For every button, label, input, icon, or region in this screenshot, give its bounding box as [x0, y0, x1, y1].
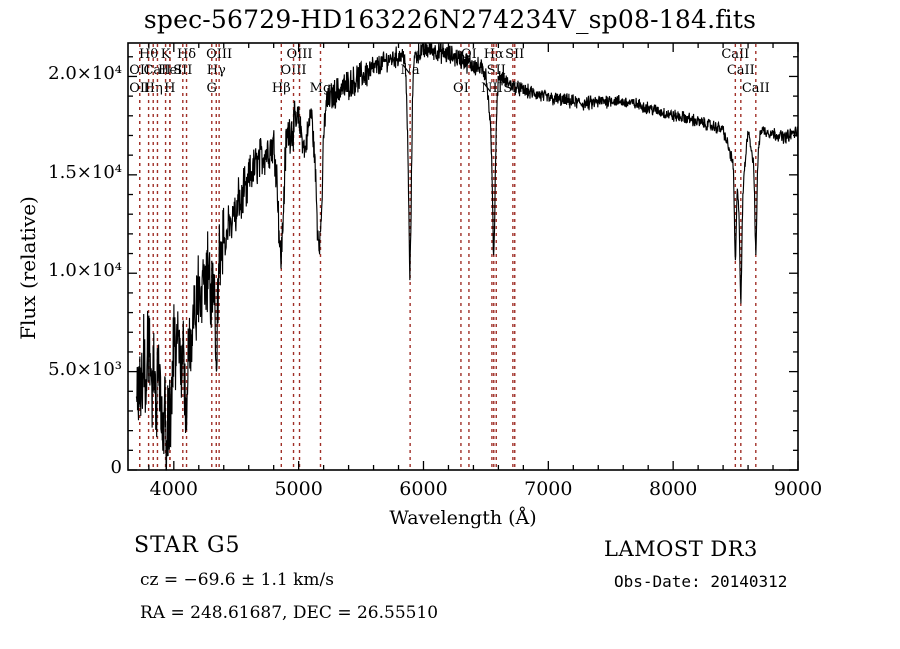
y-axis-tick-label: 1.5×10⁴	[48, 161, 122, 183]
x-axis-tick-label: 5000	[274, 478, 323, 500]
x-axis-tick-label: 6000	[399, 478, 448, 500]
x-axis-tick-label: 9000	[773, 478, 823, 500]
x-axis-tick-label: 7000	[524, 478, 573, 500]
object-class-label: STAR G5	[134, 533, 241, 558]
spectral-line-label: Hα	[483, 47, 504, 62]
y-axis-tick-label: 5.0×10³	[48, 358, 122, 380]
y-axis-tick-labels: 0 5.0×10³ 1.0×10⁴ 1.5×10⁴ 2.0×10⁴	[0, 0, 122, 649]
y-axis-tick-label: 1.0×10⁴	[48, 260, 122, 282]
spectral-line-label: SII	[505, 47, 525, 62]
spectral-line-label: HeI	[157, 63, 183, 78]
spectral-line-label: SII	[173, 63, 193, 78]
spectral-line-label: CaII	[143, 63, 172, 78]
spectral-line-label: CaII	[726, 63, 755, 78]
spectral-line-label: OIII	[206, 47, 233, 62]
coordinates-label: RA = 248.61687, DEC = 26.55510	[140, 603, 439, 623]
y-axis-tick-label: 0	[110, 457, 122, 478]
survey-label: LAMOST DR3	[604, 537, 758, 561]
spectral-line-label: CaII	[721, 47, 750, 62]
x-axis-tick-label: 4000	[149, 478, 198, 500]
spectral-line-label: OI	[461, 47, 477, 62]
spectral-line-label: K	[160, 47, 171, 62]
spectral-line-label: OII	[129, 63, 151, 78]
spectral-line-label: Hδ	[176, 47, 197, 62]
x-axis-tick-label: 8000	[648, 478, 698, 500]
page-title: spec-56729-HD163226N274234V_sp08-184.fit…	[143, 5, 757, 34]
y-axis-tick-label: 2.0×10⁴	[48, 63, 122, 85]
x-axis-label: Wavelength (Å)	[389, 507, 537, 529]
obs-date-label: Obs-Date: 20140312	[614, 572, 788, 591]
redshift-velocity-label: cz = −69.6 ± 1.1 km/s	[140, 570, 334, 590]
